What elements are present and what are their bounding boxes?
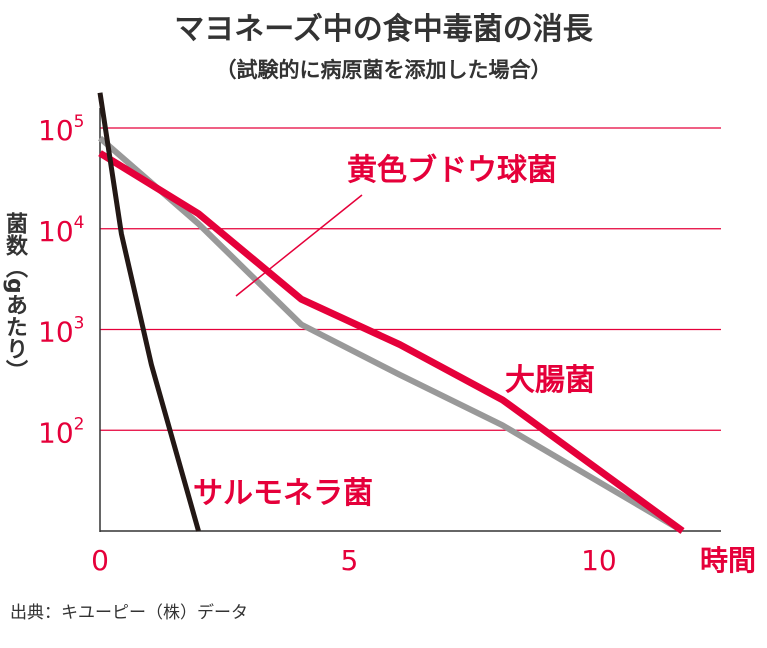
- y-tick-label: 102: [38, 414, 84, 449]
- source-note: 出典：キユーピー（株）データ: [10, 603, 248, 623]
- y-tick-label: 105: [38, 112, 84, 147]
- series-label-2: 大腸菌: [505, 363, 595, 398]
- y-axis-label: 菌数（gあたり）: [2, 212, 27, 382]
- series-line-2: [98, 150, 685, 534]
- chart-title: マヨネーズ中の食中毒菌の消長: [174, 12, 593, 47]
- y-tick-label: 104: [38, 213, 84, 248]
- y-tick-label: 103: [38, 314, 84, 349]
- x-tick-label: 5: [341, 544, 359, 577]
- series-label-3: サルモネラ菌: [193, 476, 373, 511]
- x-axis-label: 時間: [700, 544, 756, 577]
- series-line-1: [98, 135, 685, 534]
- x-tick-label: 10: [581, 544, 617, 577]
- series-line-3: [97, 92, 201, 532]
- x-tick-label: 0: [91, 544, 109, 577]
- chart-subtitle: （試験的に病原菌を添加した場合）: [215, 58, 552, 82]
- series-label-1: 黄色ブドウ球菌: [347, 153, 557, 188]
- series-label-leader: [235, 194, 363, 297]
